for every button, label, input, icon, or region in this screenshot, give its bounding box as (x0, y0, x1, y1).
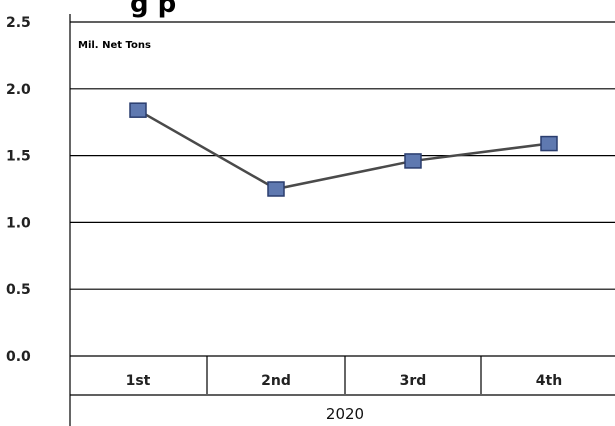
y-axis-ticks: 2.5 2.0 1.5 1.0 0.5 0.0 (6, 15, 31, 365)
y-tick-label: 2.5 (6, 15, 31, 31)
grid-lines (69, 14, 615, 426)
y-tick-label: 1.5 (6, 149, 31, 165)
y-tick-label: 0.0 (6, 349, 31, 365)
category-group-label: 2020 (326, 405, 364, 423)
data-point (129, 102, 147, 118)
y-tick-label: 2.0 (6, 82, 31, 98)
y-tick-label: 0.5 (6, 282, 31, 298)
unit-label: Mil. Net Tons (78, 40, 151, 51)
series-path (137, 109, 550, 191)
x-tick-label: 4th (536, 373, 562, 389)
x-tick-label: 3rd (400, 373, 427, 389)
chart-title-fragment: g p (130, 0, 176, 19)
x-tick-label: 2nd (261, 373, 291, 389)
category-axis: 1st 2nd 3rd 4th (70, 356, 615, 396)
y-tick-label: 1.0 (6, 215, 31, 231)
data-point (404, 153, 422, 169)
x-tick-label: 1st (126, 373, 151, 389)
data-point (540, 135, 558, 152)
data-point (267, 181, 285, 197)
series-line (129, 102, 558, 197)
